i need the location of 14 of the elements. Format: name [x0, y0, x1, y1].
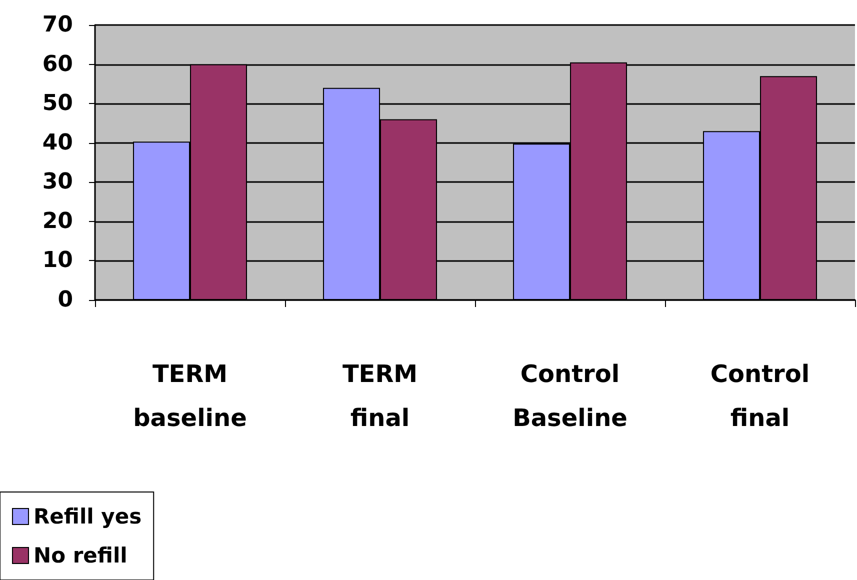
x-tick-label: Control final	[710, 360, 810, 432]
y-tick-label: 40	[42, 130, 73, 156]
x-tick-label: TERM baseline	[133, 360, 247, 432]
x-tick-label: Control Baseline	[512, 360, 628, 432]
legend-label: No refill	[34, 544, 128, 568]
y-tick-label: 10	[42, 248, 73, 274]
y-tick-label: 70	[42, 12, 73, 38]
y-tick-label: 50	[42, 91, 73, 116]
y-tick-label: 0	[58, 288, 73, 312]
y-tick-label: 20	[42, 208, 73, 234]
legend-label: Refill yes	[34, 504, 142, 528]
y-tick-label: 60	[42, 52, 73, 77]
x-tick-label: TERM final	[342, 360, 418, 432]
y-tick-label: 30	[42, 170, 73, 195]
